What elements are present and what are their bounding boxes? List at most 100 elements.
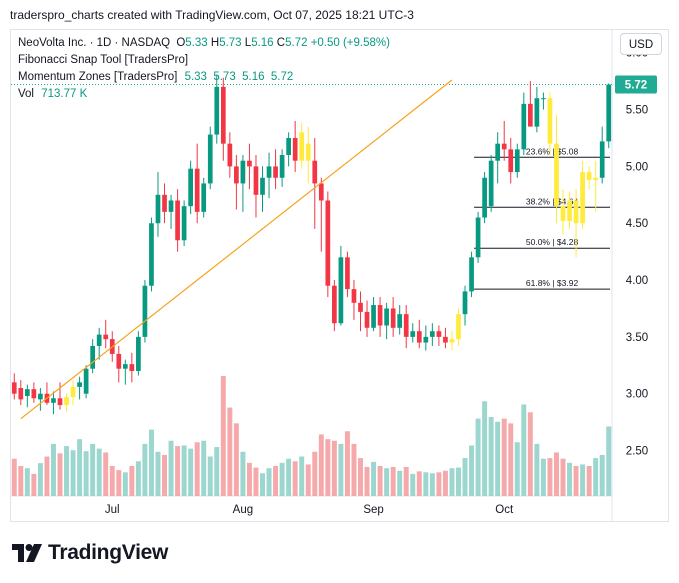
volume-bar xyxy=(116,470,122,496)
indicator-momentum-row[interactable]: Momentum Zones [TradersPro] 5.33 5.73 5.… xyxy=(18,69,390,86)
change-value: +0.50 (+9.58%) xyxy=(310,37,390,49)
volume-bar xyxy=(599,454,605,496)
volume-bar xyxy=(103,452,109,496)
time-tick-label: Sep xyxy=(363,504,383,516)
candle-body xyxy=(149,223,154,286)
candle-body xyxy=(462,291,468,315)
volume-bar xyxy=(122,472,128,496)
volume-bar xyxy=(96,448,102,496)
volume-label: Vol xyxy=(18,88,34,100)
volume-bar xyxy=(384,468,390,496)
time-tick-label: Oct xyxy=(495,504,514,516)
candle-body xyxy=(390,308,396,328)
candle-body xyxy=(220,86,226,144)
time-tick-label: Aug xyxy=(233,504,253,516)
volume-bar xyxy=(390,466,396,496)
volume-bar xyxy=(90,443,96,496)
volume-bar xyxy=(416,471,422,496)
price-tick-label: 5.50 xyxy=(626,105,648,117)
volume-bar xyxy=(580,464,586,496)
volume-bar xyxy=(423,472,429,496)
volume-bar xyxy=(292,461,298,496)
volume-bar xyxy=(436,472,442,496)
trendline xyxy=(20,79,453,420)
volume-bar xyxy=(456,467,461,496)
candle-body xyxy=(456,314,461,340)
volume-bar xyxy=(181,445,187,496)
fib-level-label: 23.6% | $5.08 xyxy=(526,146,579,156)
candle-body xyxy=(358,302,363,312)
tradingview-logo[interactable]: TradingView xyxy=(12,541,168,565)
volume-bar xyxy=(246,462,252,496)
candle-body xyxy=(260,177,265,195)
candle-body xyxy=(325,200,331,286)
candle-body xyxy=(103,334,109,340)
candle-body xyxy=(253,166,259,195)
candle-body xyxy=(227,143,233,167)
volume-bar xyxy=(358,458,363,496)
high-value: 5.73 xyxy=(219,37,242,49)
candle-body xyxy=(90,345,96,369)
volume-bar xyxy=(188,448,194,496)
high-label: H xyxy=(210,37,220,49)
volume-bar xyxy=(567,462,573,496)
candle-body xyxy=(449,339,455,343)
volume-bar xyxy=(573,466,579,496)
legend-symbol-row: NeoVolta Inc. · 1D · NASDAQ O5.33 H5.73 … xyxy=(18,35,390,52)
volume-bar xyxy=(318,434,324,496)
volume-bar xyxy=(207,456,213,496)
candle-body xyxy=(534,98,540,127)
candle-body xyxy=(77,382,82,387)
candle-body xyxy=(201,183,207,212)
volume-bar xyxy=(462,458,468,496)
candle-body xyxy=(24,389,30,396)
volume-bar xyxy=(495,421,501,496)
fib-level-label: 61.8% | $3.92 xyxy=(526,278,579,288)
candle-body xyxy=(501,143,507,150)
candle-body xyxy=(488,160,494,207)
candle-body xyxy=(469,257,474,292)
volume-bar xyxy=(469,445,475,496)
candle-body xyxy=(194,168,200,212)
volume-bar xyxy=(377,466,383,496)
volume-row[interactable]: Vol 713.77 K xyxy=(18,86,390,103)
candle-body xyxy=(443,336,448,343)
volume-bar xyxy=(168,440,174,496)
trendline-layer xyxy=(20,79,453,420)
price-axis: 6.005.505.004.504.003.503.002.505.72 xyxy=(615,48,657,458)
fibonacci-levels: 23.6% | $5.08 38.2% | $4.64 50.0% | $4.28 6… xyxy=(11,84,612,290)
candle-body xyxy=(332,285,337,324)
candle-body xyxy=(475,217,481,258)
candle-body xyxy=(495,143,501,161)
volume-bar xyxy=(475,418,481,496)
candle-body xyxy=(318,183,324,201)
last-price-label: 5.72 xyxy=(625,80,647,92)
candle-body xyxy=(312,160,318,184)
volume-bar xyxy=(521,404,527,496)
candle-body xyxy=(266,166,272,178)
volume-bar xyxy=(266,468,272,496)
price-tick-label: 5.00 xyxy=(626,161,648,173)
candle-body xyxy=(11,382,17,394)
indicator-fibonacci[interactable]: Fibonacci Snap Tool [TradersPro] xyxy=(18,54,189,66)
currency-button[interactable]: USD xyxy=(620,33,662,55)
candle-body xyxy=(416,331,422,343)
candle-body xyxy=(57,398,63,406)
volume-bar xyxy=(338,443,344,496)
candle-body xyxy=(397,314,403,328)
volume-layer xyxy=(11,376,612,496)
volume-bar xyxy=(148,429,154,496)
candle-body xyxy=(527,103,533,127)
candle-body xyxy=(305,143,311,161)
volume-bar xyxy=(142,443,148,496)
candle-body xyxy=(234,166,239,184)
volume-bar xyxy=(109,466,115,496)
volume-bar xyxy=(403,466,409,496)
candle-body xyxy=(175,200,180,241)
candle-body xyxy=(31,389,37,399)
volume-bar xyxy=(364,466,370,496)
fib-level-label: 50.0% | $4.28 xyxy=(526,237,579,247)
volume-bar xyxy=(155,451,161,496)
volume-bar xyxy=(286,458,292,496)
